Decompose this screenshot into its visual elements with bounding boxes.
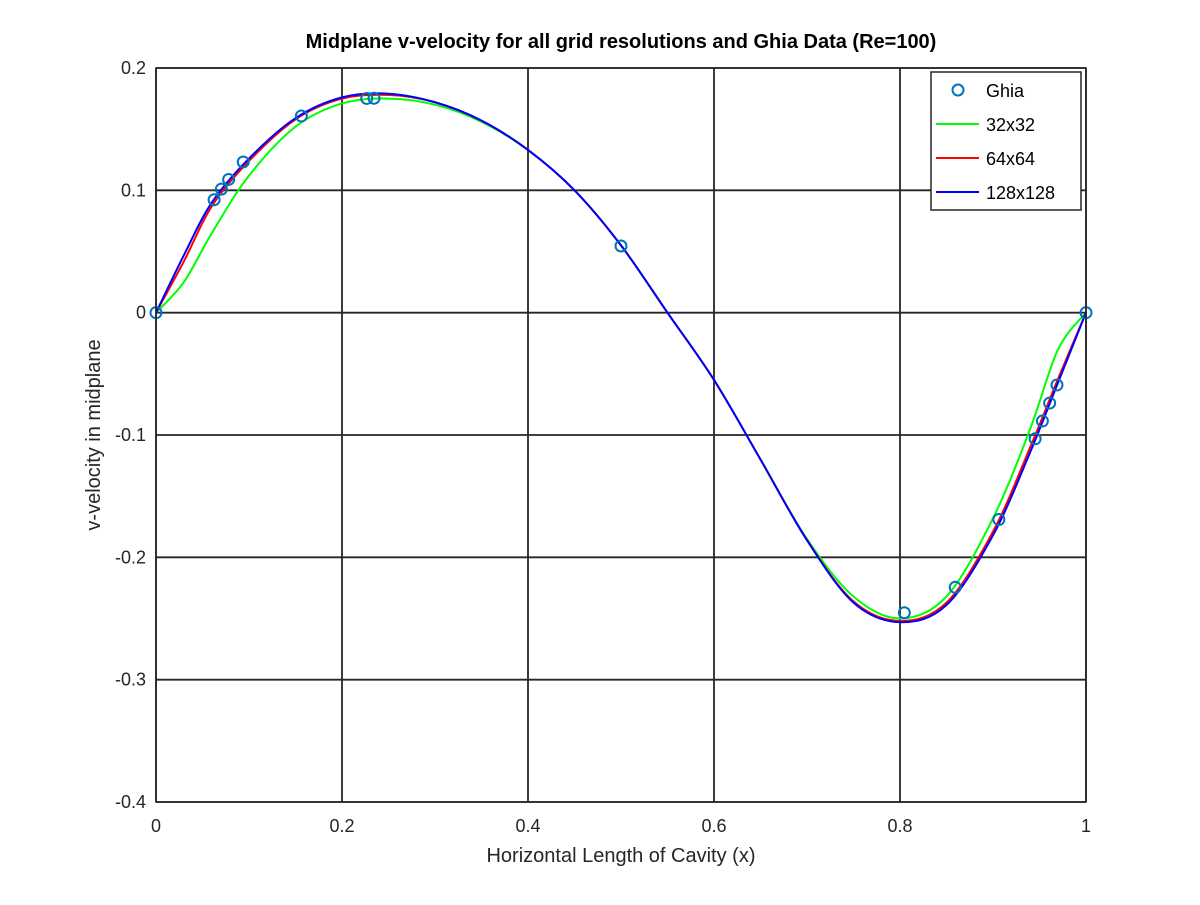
y-tick-label: -0.4 — [115, 792, 146, 812]
chart-title: Midplane v-velocity for all grid resolut… — [306, 31, 937, 53]
data-point-ghia — [948, 580, 962, 594]
y-tick-label: 0 — [136, 303, 146, 323]
legend-item-32x32[interactable]: 32x32 — [936, 115, 1035, 135]
y-tick-label: 0.1 — [121, 180, 146, 200]
y-axis-label: v-velocity in midplane — [83, 339, 105, 530]
legend[interactable]: Ghia 32x32 64x64 128x128 — [930, 71, 1082, 211]
data-point-ghia — [992, 513, 1006, 527]
data-point-ghia — [360, 91, 374, 105]
x-tick-label: 0.6 — [701, 816, 726, 836]
legend-label: 64x64 — [986, 149, 1035, 169]
data-point-ghia — [207, 193, 221, 207]
data-point-ghia — [222, 172, 236, 186]
axes-box — [155, 67, 1087, 803]
data-point-ghia — [1028, 432, 1042, 446]
x-tick-label: 0.4 — [515, 816, 540, 836]
data-point-ghia — [1043, 396, 1057, 410]
data-point-ghia — [367, 91, 381, 105]
y-tick-label: -0.3 — [115, 670, 146, 690]
legend-item-64x64[interactable]: 64x64 — [936, 149, 1035, 169]
data-point-ghia — [897, 606, 911, 620]
x-tick-label: 0.8 — [887, 816, 912, 836]
legend-item-128x128[interactable]: 128x128 — [936, 183, 1055, 203]
legend-label: 128x128 — [986, 183, 1055, 203]
legend-label: Ghia — [986, 81, 1025, 101]
legend-marker — [951, 83, 965, 97]
data-point-ghia — [614, 239, 628, 253]
y-tick-label: -0.1 — [115, 425, 146, 445]
data-point-ghia — [294, 109, 308, 123]
data-point-ghia — [1035, 414, 1049, 428]
x-tick-label: 0.2 — [329, 816, 354, 836]
legend-label: 32x32 — [986, 115, 1035, 135]
x-tick-label: 0 — [151, 816, 161, 836]
data-point-ghia — [1050, 378, 1064, 392]
legend-item-ghia[interactable]: Ghia — [951, 81, 1026, 101]
x-axis-label: Horizontal Length of Cavity (x) — [486, 845, 755, 867]
data-point-ghia — [236, 155, 250, 169]
ticks: 0 0.2 0.4 0.6 0.8 1 0.2 0.1 0 -0.1 -0.2 -0.3 -0.4 — [115, 58, 1091, 836]
data-point-ghia — [214, 182, 228, 196]
x-tick-label: 1 — [1081, 816, 1091, 836]
y-tick-label: 0.2 — [121, 58, 146, 78]
y-tick-label: -0.2 — [115, 547, 146, 567]
